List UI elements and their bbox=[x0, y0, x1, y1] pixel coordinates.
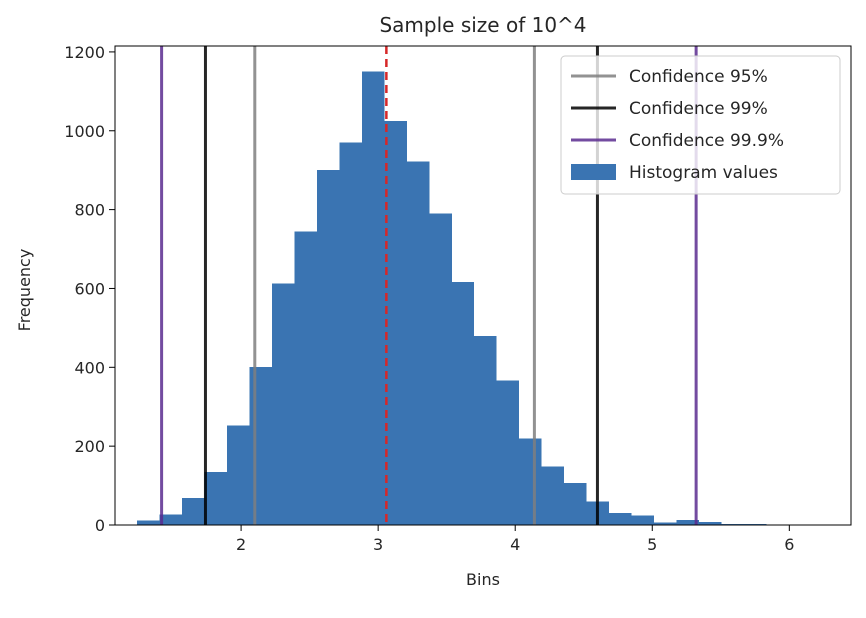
y-axis-label: Frequency bbox=[15, 249, 34, 332]
histogram-bar bbox=[429, 214, 451, 525]
histogram-bar bbox=[204, 472, 226, 525]
y-tick-label: 400 bbox=[74, 358, 105, 377]
legend-label: Histogram values bbox=[629, 163, 778, 183]
y-tick-label: 800 bbox=[74, 201, 105, 220]
legend-patch-swatch bbox=[571, 164, 616, 180]
legend-label: Confidence 99.9% bbox=[629, 131, 784, 151]
histogram-bar bbox=[564, 483, 586, 525]
y-tick-label: 200 bbox=[74, 437, 105, 456]
legend-label: Confidence 99% bbox=[629, 99, 768, 119]
histogram-bar bbox=[362, 72, 384, 525]
histogram-bar bbox=[182, 498, 204, 525]
histogram-bar bbox=[632, 516, 654, 525]
histogram-bar bbox=[609, 513, 631, 525]
histogram-bar bbox=[407, 162, 429, 525]
x-tick-label: 4 bbox=[510, 535, 520, 554]
x-tick-label: 3 bbox=[373, 535, 383, 554]
legend: Confidence 95% Confidence 99% Confidence 9… bbox=[561, 56, 840, 194]
histogram-bar bbox=[519, 439, 541, 525]
histogram-bar bbox=[317, 170, 339, 525]
histogram-bar bbox=[474, 336, 496, 525]
y-tick-label: 1000 bbox=[64, 122, 105, 141]
x-axis-label: Bins bbox=[466, 570, 500, 589]
histogram-bar bbox=[227, 426, 249, 525]
histogram-bar bbox=[249, 367, 271, 525]
histogram-bar bbox=[294, 231, 316, 525]
y-tick-label: 0 bbox=[95, 516, 105, 535]
x-tick-label: 5 bbox=[647, 535, 657, 554]
y-tick-label: 1200 bbox=[64, 43, 105, 62]
y-tick-label: 600 bbox=[74, 279, 105, 298]
chart-title: Sample size of 10^4 bbox=[379, 13, 586, 37]
histogram-bar bbox=[497, 380, 519, 525]
histogram-bar bbox=[452, 282, 474, 525]
x-tick-label: 2 bbox=[236, 535, 246, 554]
x-tick-label: 6 bbox=[784, 535, 794, 554]
histogram-bar bbox=[137, 520, 159, 525]
histogram-bar bbox=[384, 121, 406, 525]
legend-label: Confidence 95% bbox=[629, 67, 768, 87]
histogram-bar bbox=[272, 284, 294, 525]
histogram-bar bbox=[339, 143, 361, 525]
histogram-bar bbox=[542, 467, 564, 525]
